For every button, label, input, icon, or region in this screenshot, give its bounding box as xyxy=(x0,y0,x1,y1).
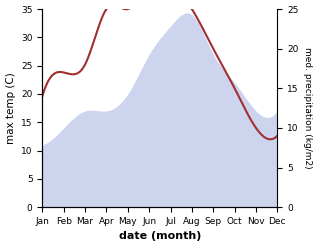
X-axis label: date (month): date (month) xyxy=(119,231,201,242)
Y-axis label: max temp (C): max temp (C) xyxy=(5,72,16,144)
Y-axis label: med. precipitation (kg/m2): med. precipitation (kg/m2) xyxy=(303,47,313,169)
